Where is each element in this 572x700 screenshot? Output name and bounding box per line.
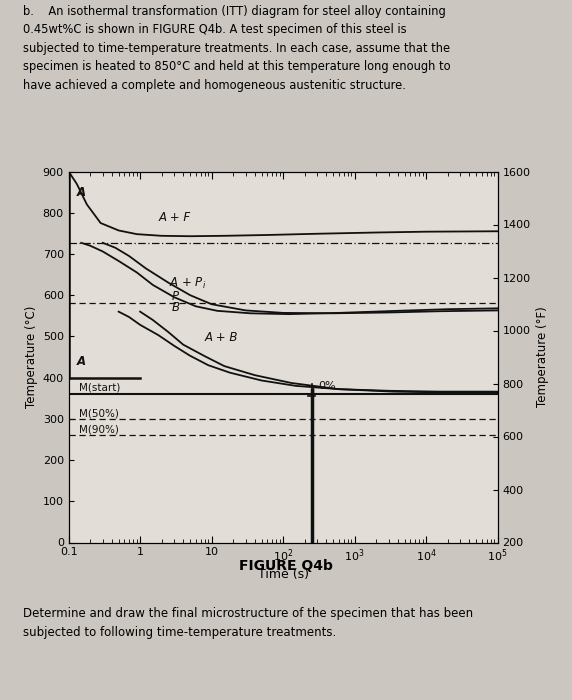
Text: M(50%): M(50%) xyxy=(79,408,119,419)
Text: FIGURE Q4b: FIGURE Q4b xyxy=(239,559,333,573)
Text: A: A xyxy=(77,355,86,368)
Text: A + F: A + F xyxy=(158,211,190,224)
Text: B: B xyxy=(172,301,180,314)
Text: M(start): M(start) xyxy=(79,383,121,393)
Text: M(90%): M(90%) xyxy=(79,425,119,435)
Text: A + P$_i$: A + P$_i$ xyxy=(169,276,206,291)
X-axis label: Time (s): Time (s) xyxy=(257,568,309,581)
Text: I: I xyxy=(312,387,316,397)
Text: b.    An isothermal transformation (ITT) diagram for steel alloy containing
0.45: b. An isothermal transformation (ITT) di… xyxy=(23,5,451,92)
Text: A + B: A + B xyxy=(205,330,238,344)
Text: 0%: 0% xyxy=(318,382,336,391)
Y-axis label: Temperature (°C): Temperature (°C) xyxy=(26,306,38,408)
Text: P: P xyxy=(172,290,179,303)
Y-axis label: Temperature (°F): Temperature (°F) xyxy=(536,307,549,407)
Text: A: A xyxy=(77,186,86,200)
Text: Determine and draw the final microstructure of the specimen that has been
subjec: Determine and draw the final microstruct… xyxy=(23,607,473,639)
